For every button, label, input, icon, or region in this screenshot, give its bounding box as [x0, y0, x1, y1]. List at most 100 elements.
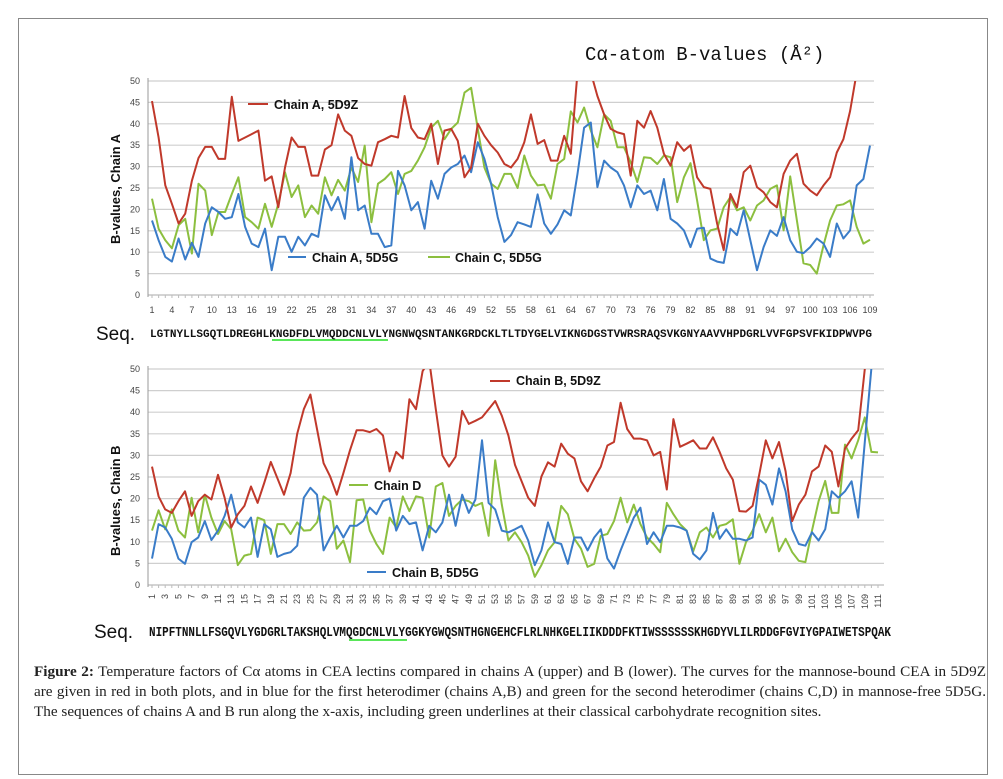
- sequence-chain-b: NIPFTNNLLFSGQVLYGDGRLTAKSHQLVMQGDCNLVLYG…: [149, 625, 891, 641]
- x-tick-label: 81: [675, 594, 685, 604]
- x-tick-label: 9: [200, 594, 210, 599]
- legend-chain-a-5d9z: Chain A, 5D9Z: [248, 98, 359, 112]
- y-tick-label: 25: [130, 183, 140, 193]
- x-tick-label: 59: [530, 594, 540, 604]
- x-tick-label: 93: [754, 594, 764, 604]
- x-tick-label: 15: [239, 594, 249, 604]
- x-tick-label: 79: [662, 594, 672, 604]
- x-tick-label: 10: [207, 305, 217, 315]
- x-tick-label: 105: [833, 594, 843, 609]
- x-tick-label: 19: [266, 594, 276, 604]
- x-tick-label: 109: [860, 594, 870, 609]
- x-tick-label: 61: [546, 305, 556, 315]
- legend-chain-b-5d5g: Chain B, 5D5G: [367, 566, 479, 580]
- legend-chain-b-5d9z: Chain B, 5D9Z: [490, 374, 601, 388]
- y-tick-labels: 0 5 10 15 20 25 30 35 40 45 50: [130, 364, 140, 590]
- legend-chain-c-5d5g: Chain C, 5D5G: [428, 251, 542, 265]
- y-tick-label: 30: [130, 162, 140, 172]
- caption-text: Temperature factors of Cα atoms in CEA l…: [34, 663, 986, 720]
- legend-label: Chain A, 5D5G: [312, 251, 398, 265]
- x-tick-label: 41: [411, 594, 421, 604]
- x-tick-label: 31: [346, 305, 356, 315]
- y-tick-label: 50: [130, 76, 140, 86]
- y-tick-label: 40: [130, 407, 140, 417]
- x-tick-label: 43: [424, 594, 434, 604]
- legend-chain-a-5d5g: Chain A, 5D5G: [288, 251, 398, 265]
- seq-label: Seq.: [94, 622, 133, 643]
- x-tick-label: 23: [292, 594, 302, 604]
- chart-chain-a: 0 5 10 15 20 25 30 35 40 45 50 1 4 7 10 13 16 19 22 25 28 31…: [96, 76, 878, 345]
- y-tick-label: 25: [130, 472, 140, 482]
- y-tick-label: 20: [130, 204, 140, 214]
- y-tick-label: 5: [135, 269, 140, 279]
- y-tick-label: 10: [130, 537, 140, 547]
- x-tick-label: 17: [253, 594, 263, 604]
- legend-chain-d: Chain D: [349, 479, 421, 493]
- x-tick-label: 49: [466, 305, 476, 315]
- x-tick-label: 71: [609, 594, 619, 604]
- x-tick-label: 101: [807, 594, 817, 609]
- x-tick-label: 106: [843, 305, 858, 315]
- y-axis-label: B-values, Chain A: [108, 133, 123, 244]
- x-tick-label: 55: [503, 594, 513, 604]
- x-tick-label: 27: [319, 594, 329, 604]
- y-tick-labels: 0 5 10 15 20 25 30 35 40 45 50: [130, 76, 140, 300]
- x-tick-label: 21: [279, 594, 289, 604]
- x-tick-label: 97: [785, 305, 795, 315]
- x-tick-label: 22: [287, 305, 297, 315]
- x-tick-label: 11: [213, 594, 223, 603]
- y-tick-label: 35: [130, 429, 140, 439]
- series-line-chain-c-5d5g: [151, 86, 871, 275]
- figure-title: Cα-atom B-values (Å²): [585, 44, 824, 66]
- x-tick-label: 64: [566, 305, 576, 315]
- x-tick-label: 7: [187, 594, 197, 599]
- x-tick-label: 35: [371, 594, 381, 604]
- x-tick-label: 75: [635, 594, 645, 604]
- x-tick-label: 1: [147, 594, 157, 599]
- x-tick-label: 25: [305, 594, 315, 604]
- y-tick-label: 50: [130, 364, 140, 374]
- x-tick-label: 52: [486, 305, 496, 315]
- x-tick-label: 65: [569, 594, 579, 604]
- x-tick-label: 1: [149, 305, 154, 315]
- y-tick-label: 35: [130, 140, 140, 150]
- x-tick-label: 28: [326, 305, 336, 315]
- x-tick-label: 19: [267, 305, 277, 315]
- y-tick-label: 0: [135, 290, 140, 300]
- x-tick-label: 85: [705, 305, 715, 315]
- y-tick-label: 0: [135, 580, 140, 590]
- seq-label: Seq.: [96, 324, 135, 345]
- x-tick-label: 109: [862, 305, 877, 315]
- y-tick-label: 40: [130, 119, 140, 129]
- x-tick-label: 57: [517, 594, 527, 604]
- x-tick-label: 100: [803, 305, 818, 315]
- sequence-chain-a: LGTNYLLSGQTLDREGHLKNGDFDLVMQDDCNLVLYNGNW…: [150, 329, 872, 341]
- x-tick-label: 94: [765, 305, 775, 315]
- x-tick-label: 85: [701, 594, 711, 604]
- x-tick-label: 91: [741, 594, 751, 604]
- x-tick-label: 55: [506, 305, 516, 315]
- x-tick-label: 97: [781, 594, 791, 604]
- x-tick-label: 63: [556, 594, 566, 604]
- x-tick-label: 16: [247, 305, 257, 315]
- x-tick-label: 31: [345, 594, 355, 604]
- y-tick-label: 15: [130, 515, 140, 525]
- x-tick-label: 40: [406, 305, 416, 315]
- x-tick-labels: 1 3 5 7 9 11 13 15 17 19 21 23 25 27 29 31 33 35 37 39 41 43 4…: [147, 594, 883, 609]
- x-tick-label: 95: [767, 594, 777, 604]
- x-tick-label: 103: [823, 305, 838, 315]
- series-lines: [151, 369, 879, 578]
- x-tick-label: 13: [227, 305, 237, 315]
- x-tick-label: 61: [543, 594, 553, 604]
- legend-label: Chain D: [374, 479, 421, 493]
- x-tick-label: 77: [649, 594, 659, 604]
- series-line-chain-a-5d5g: [151, 121, 871, 272]
- y-tick-label: 10: [130, 247, 140, 257]
- x-tick-label: 4: [169, 305, 174, 315]
- x-tick-label: 53: [490, 594, 500, 604]
- x-tick-label: 47: [451, 594, 461, 604]
- y-tick-label: 30: [130, 450, 140, 460]
- x-tick-label: 33: [358, 594, 368, 604]
- x-tick-label: 43: [426, 305, 436, 315]
